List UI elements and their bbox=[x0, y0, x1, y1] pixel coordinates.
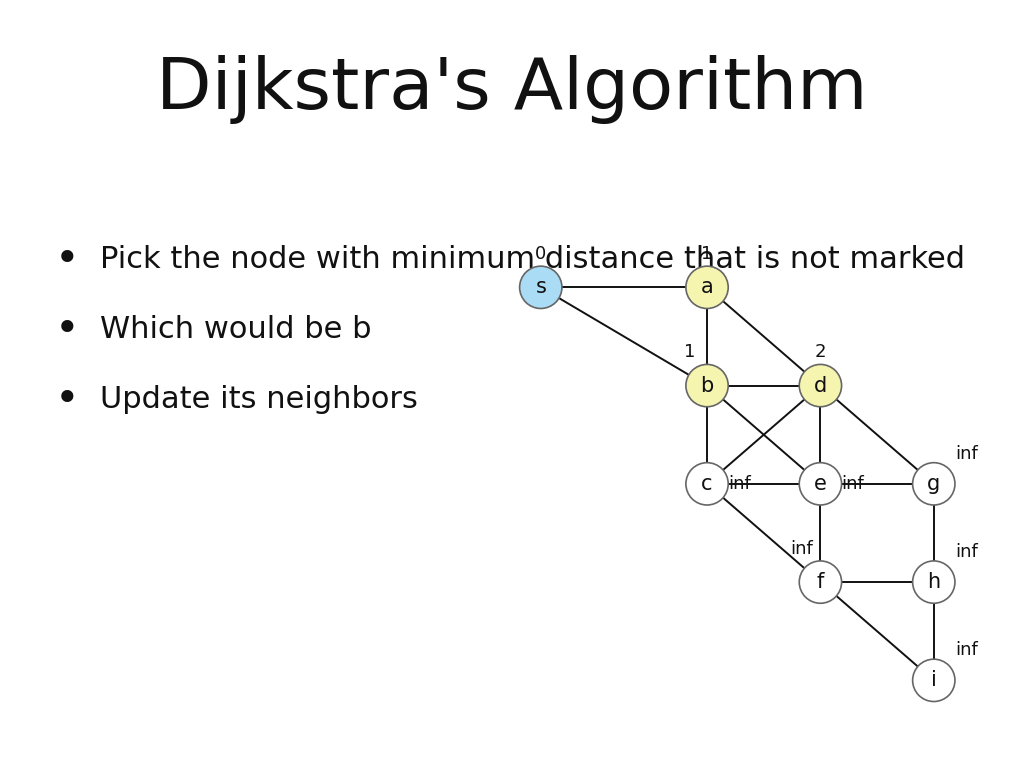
Circle shape bbox=[800, 561, 842, 603]
Text: 0: 0 bbox=[536, 245, 547, 263]
Circle shape bbox=[800, 462, 842, 505]
Text: •: • bbox=[55, 239, 80, 281]
Text: inf: inf bbox=[728, 475, 751, 493]
Text: inf: inf bbox=[791, 540, 813, 558]
Text: g: g bbox=[927, 474, 940, 494]
Text: c: c bbox=[701, 474, 713, 494]
Text: •: • bbox=[55, 379, 80, 421]
Text: i: i bbox=[931, 670, 937, 690]
Text: Dijkstra's Algorithm: Dijkstra's Algorithm bbox=[157, 55, 867, 124]
Text: Pick the node with minimum distance that is not marked: Pick the node with minimum distance that… bbox=[100, 246, 965, 274]
Text: b: b bbox=[700, 376, 714, 396]
Text: 1: 1 bbox=[701, 245, 713, 263]
Circle shape bbox=[686, 365, 728, 407]
Text: inf: inf bbox=[955, 543, 978, 561]
Text: 2: 2 bbox=[815, 343, 826, 362]
Text: d: d bbox=[814, 376, 827, 396]
Text: Update its neighbors: Update its neighbors bbox=[100, 386, 418, 415]
Text: 1: 1 bbox=[684, 343, 695, 362]
Text: Which would be b: Which would be b bbox=[100, 316, 372, 345]
Text: h: h bbox=[927, 572, 940, 592]
Text: f: f bbox=[817, 572, 824, 592]
Circle shape bbox=[519, 266, 562, 309]
Text: e: e bbox=[814, 474, 826, 494]
Circle shape bbox=[912, 462, 955, 505]
Text: inf: inf bbox=[955, 641, 978, 659]
Circle shape bbox=[686, 462, 728, 505]
Text: inf: inf bbox=[842, 475, 864, 493]
Text: •: • bbox=[55, 309, 80, 351]
Text: s: s bbox=[536, 277, 546, 297]
Circle shape bbox=[800, 365, 842, 407]
Circle shape bbox=[686, 266, 728, 309]
Circle shape bbox=[912, 561, 955, 603]
Circle shape bbox=[912, 659, 955, 701]
Text: a: a bbox=[700, 277, 714, 297]
Text: inf: inf bbox=[955, 445, 978, 462]
